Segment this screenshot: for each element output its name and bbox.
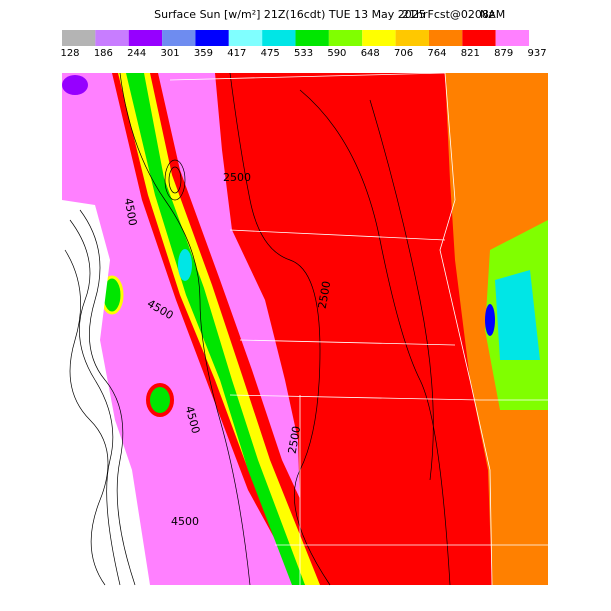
cyan-blob <box>178 249 192 281</box>
colorbar-label: 706 <box>394 48 413 59</box>
contour-label: 4500 <box>122 197 140 227</box>
contour-label: 2500 <box>223 171 251 184</box>
model-label: NAM <box>480 8 505 21</box>
colorbar-label: 648 <box>361 48 380 59</box>
colorbar-swatch <box>362 30 396 46</box>
colorbar-label: 359 <box>194 48 213 59</box>
colorbar-label: 533 <box>294 48 313 59</box>
borders <box>169 72 548 586</box>
colorbar-label: 821 <box>461 48 480 59</box>
colorbar-swatch <box>328 30 363 46</box>
colorbar-swatch <box>62 30 96 46</box>
colorbar-label: 186 <box>94 48 113 59</box>
colorbar-swatch <box>228 30 263 46</box>
colorbar-swatch <box>262 30 296 46</box>
colorbar-label: 937 <box>527 48 546 59</box>
colorbar-label: 301 <box>161 48 180 59</box>
colorbar-label: 128 <box>60 48 79 59</box>
colorbar-label: 764 <box>427 48 446 59</box>
colorbar-label: 417 <box>227 48 246 59</box>
contour-label: 4500 <box>171 515 199 528</box>
colorbar-label: 590 <box>327 48 346 59</box>
colorbar-swatch <box>128 30 163 46</box>
purple-blob <box>62 75 88 95</box>
band-green <box>126 73 305 585</box>
white-region <box>62 200 150 585</box>
contours <box>64 72 451 586</box>
title: Surface Sun [w/m²] 21Z(16cdt) TUE 13 May… <box>154 8 426 21</box>
colorbar-swatch <box>295 30 329 46</box>
colorbar-swatch <box>162 30 196 46</box>
colorbar-swatch <box>428 30 463 46</box>
colorbar-swatch <box>495 30 530 46</box>
contour-label: 2500 <box>316 280 334 310</box>
subtitle: 21hrFcst@0208z <box>402 8 495 21</box>
green-blob <box>146 383 174 417</box>
colorbar-swatch <box>462 30 496 46</box>
colorbar-swatch <box>95 30 129 46</box>
colorbar-label: 244 <box>127 48 146 59</box>
colorbar-label: 879 <box>494 48 513 59</box>
east-cyan <box>495 270 540 360</box>
colorbar-label: 475 <box>261 48 280 59</box>
contour-label: 2500 <box>286 425 304 455</box>
colorbar-swatch <box>195 30 229 46</box>
colorbar-swatch <box>395 30 429 46</box>
east-blue <box>485 304 495 336</box>
map-area <box>62 72 548 586</box>
